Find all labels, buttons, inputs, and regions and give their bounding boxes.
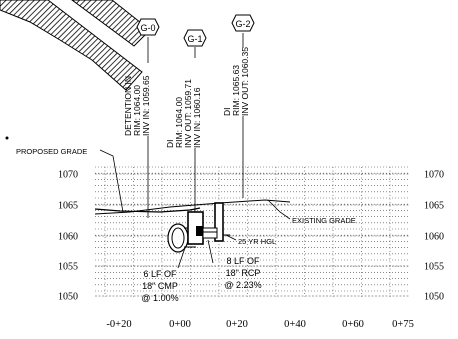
- corner-mark: [5, 136, 9, 140]
- elevation-labels-left: 1070 1065 1060 1055 1050: [58, 170, 78, 303]
- g1-label-line-3: INV OUT: 1059.71: [183, 79, 193, 148]
- g2-label-stack: DI RIM: 1065.63 INV OUT: 1060.35: [222, 47, 250, 116]
- elevation-labels-right: 1070 1065 1060 1055 1050: [424, 170, 444, 303]
- rcp-label-line-2: 18" RCP: [226, 268, 261, 278]
- tag-g0: G-0: [136, 18, 160, 36]
- cmp-label-line-1: 6 LF OF: [143, 269, 177, 279]
- elevation-label-right: 1065: [424, 201, 444, 212]
- elevation-label-right: 1055: [424, 262, 444, 273]
- g1-label-line-2: RIM: 1064.00: [174, 97, 184, 148]
- elevation-label-left: 1065: [58, 201, 78, 212]
- elevation-label-right: 1070: [424, 170, 444, 181]
- hgl-leader: [225, 234, 237, 241]
- structure-g2: [202, 202, 224, 242]
- tag-g1: G-1: [183, 29, 207, 47]
- existing-grade-leader: [267, 199, 291, 220]
- elevation-label-left: 1055: [58, 262, 78, 273]
- g1-label-stack: DI RIM: 1064.00 INV OUT: 1059.71 INV IN:…: [165, 79, 202, 148]
- elevation-label-left: 1050: [58, 292, 78, 303]
- elevation-label-right: 1060: [424, 232, 444, 243]
- g0-label-stack: DETENTION IN RIM: 1064.00 INV IN: 1059.6…: [123, 75, 151, 136]
- g0-label-line-2: RIM: 1064.00: [132, 85, 142, 136]
- structure-g1: [187, 211, 204, 245]
- cmp-label-line-2: 18" CMP: [142, 281, 178, 291]
- g1-label-line-1: DI: [165, 140, 175, 149]
- proposed-grade-label: PROPOSED GRADE: [16, 147, 87, 156]
- station-labels: -0+20 0+00 0+20 0+40 0+60 0+75: [106, 319, 413, 330]
- hatched-graphic: [0, 0, 143, 91]
- tag-g2-label: G-2: [235, 19, 250, 29]
- rcp-pipe-label: 8 LF OF 18" RCP @ 2.23%: [224, 256, 261, 290]
- elevation-label-left: 1060: [58, 232, 78, 243]
- rcp-label-line-1: 8 LF OF: [226, 256, 260, 266]
- cmp-label-line-3: @ 1.00%: [141, 293, 178, 303]
- g2-label-line-2: RIM: 1065.63: [231, 65, 241, 116]
- proposed-grade-line: [94, 207, 201, 213]
- g1-label-line-4: INV IN: 1060.16: [192, 87, 202, 148]
- tag-g2: G-2: [231, 14, 255, 32]
- tag-g1-label: G-1: [187, 34, 202, 44]
- tag-g0-label: G-0: [140, 23, 155, 33]
- g2-label-line-1: DI: [222, 108, 232, 117]
- proposed-grade-leader: [99, 149, 124, 213]
- station-label: 0+20: [226, 319, 248, 330]
- station-label: 0+00: [169, 319, 191, 330]
- station-label: 0+40: [284, 319, 306, 330]
- rcp-leader: [207, 239, 214, 264]
- hgl-label: 25 YR HGL: [238, 237, 276, 246]
- station-label: 0+75: [392, 319, 414, 330]
- rcp-label-line-3: @ 2.23%: [224, 280, 261, 290]
- cmp-pipe-label: 6 LF OF 18" CMP @ 1.00%: [141, 269, 178, 303]
- elevation-label-right: 1050: [424, 292, 444, 303]
- station-label: -0+20: [106, 319, 131, 330]
- elevation-label-left: 1070: [58, 170, 78, 181]
- g2-label-line-3: INV OUT: 1060.35: [240, 47, 250, 116]
- existing-grade-label: EXISTING GRADE: [292, 216, 356, 225]
- g0-label-line-3: INV IN: 1059.65: [141, 75, 151, 136]
- profile-grid: [95, 166, 410, 297]
- station-label: 0+60: [342, 319, 364, 330]
- g0-label-line-1: DETENTION IN: [123, 76, 133, 136]
